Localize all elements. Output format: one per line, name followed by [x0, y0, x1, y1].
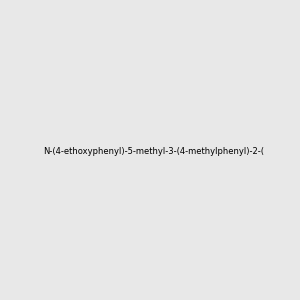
Text: N-(4-ethoxyphenyl)-5-methyl-3-(4-methylphenyl)-2-(: N-(4-ethoxyphenyl)-5-methyl-3-(4-methylp… — [43, 147, 264, 156]
